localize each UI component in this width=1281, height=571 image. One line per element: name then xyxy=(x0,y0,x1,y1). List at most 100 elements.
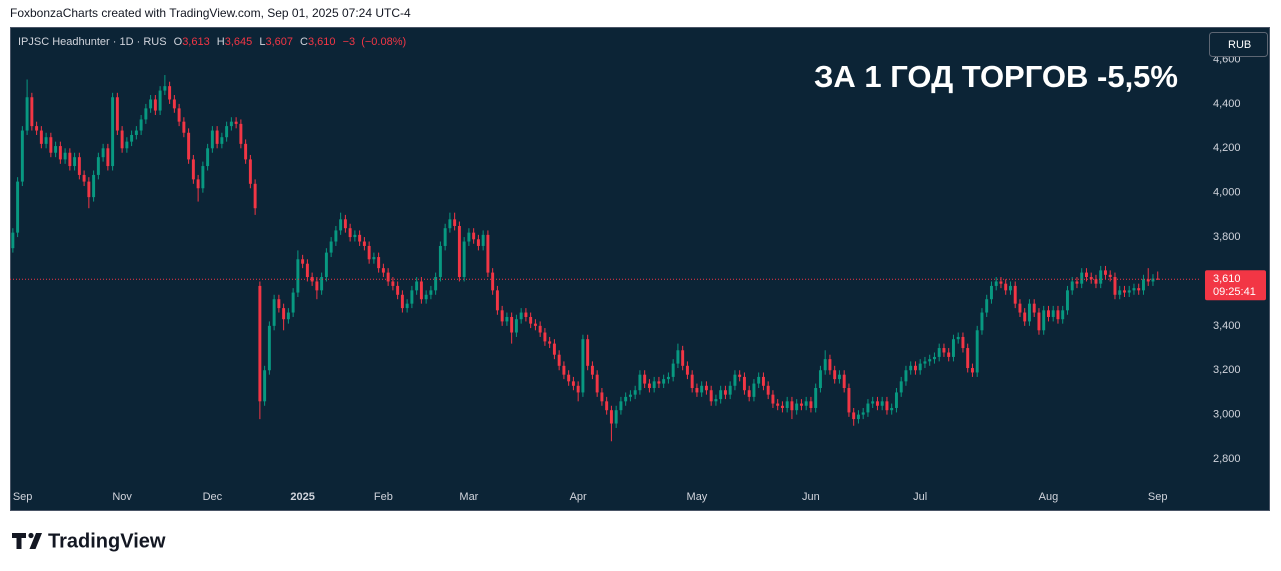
candle-body xyxy=(201,166,205,189)
candle-body xyxy=(1108,274,1112,278)
candles xyxy=(11,75,1160,442)
candle-body xyxy=(1013,285,1017,304)
candle-body xyxy=(776,403,780,406)
candle-body xyxy=(1080,272,1084,284)
candle-body xyxy=(780,405,784,408)
candle-body xyxy=(742,376,746,391)
candle-body xyxy=(766,385,770,395)
legend-value: 3,610 xyxy=(308,36,336,48)
candle-body xyxy=(1023,312,1027,322)
candle-body xyxy=(505,316,509,322)
candle-body xyxy=(415,281,419,291)
candle-body xyxy=(443,228,447,246)
candle-body xyxy=(524,312,528,317)
y-tick-label: 3,000 xyxy=(1213,409,1241,421)
candle-body xyxy=(1099,270,1103,284)
candle-body xyxy=(353,234,357,238)
candle-body xyxy=(1065,290,1069,311)
candle-body xyxy=(1151,278,1155,282)
candle-body xyxy=(818,370,822,389)
brand: TradingView xyxy=(48,530,166,552)
candle-body xyxy=(149,99,153,109)
candle-body xyxy=(1094,279,1098,284)
annotation: ЗА 1 ГОД ТОРГОВ -5,5% xyxy=(814,59,1178,94)
candle-body xyxy=(467,232,471,242)
candle-body xyxy=(11,232,15,249)
candle-body xyxy=(700,385,704,393)
candle-body xyxy=(552,343,556,355)
candle-body xyxy=(985,299,989,313)
candle-body xyxy=(809,401,813,408)
candle-body xyxy=(975,330,979,373)
candle-body xyxy=(923,361,927,364)
candle-body xyxy=(966,348,970,369)
candle-body xyxy=(315,281,319,291)
logo-dot xyxy=(28,532,34,539)
candle-body xyxy=(101,148,105,158)
y-tick-label: 3,400 xyxy=(1213,320,1241,332)
y-tick-label: 4,400 xyxy=(1213,98,1241,110)
candle-body xyxy=(320,277,324,291)
candle-body xyxy=(567,374,571,382)
candle-body xyxy=(58,146,62,160)
candle-body xyxy=(771,394,775,404)
x-tick-label: Aug xyxy=(1039,491,1059,503)
candle-body xyxy=(1113,277,1117,295)
candle-body xyxy=(1084,272,1088,278)
candle-body xyxy=(68,152,72,167)
candle-body xyxy=(434,277,438,291)
candle-body xyxy=(1004,283,1008,291)
candle-body xyxy=(16,181,20,233)
candle-body xyxy=(258,285,262,402)
candle-body xyxy=(30,97,34,127)
candle-body xyxy=(49,137,53,153)
candle-body xyxy=(600,392,604,402)
candle-body xyxy=(263,370,267,402)
candle-body xyxy=(581,339,585,393)
currency-button[interactable] xyxy=(1209,32,1268,57)
candle-body xyxy=(334,230,338,242)
candle-body xyxy=(1103,270,1107,275)
candle-body xyxy=(538,325,542,333)
legend-key: L xyxy=(259,36,265,48)
candle-body xyxy=(130,134,134,142)
candle-body xyxy=(576,385,580,393)
chart-frame xyxy=(10,27,1270,511)
candle-body xyxy=(282,308,286,320)
x-tick-label: May xyxy=(687,491,708,503)
candle-body xyxy=(438,245,442,278)
candle-body xyxy=(115,97,119,131)
candle-body xyxy=(562,365,566,375)
candle-body xyxy=(472,232,476,240)
candle-body xyxy=(847,388,851,413)
candle-body xyxy=(229,121,233,127)
candle-body xyxy=(918,363,922,371)
candle-body xyxy=(106,148,110,167)
candle-body xyxy=(785,401,789,408)
candle-body xyxy=(182,121,186,133)
candle-body xyxy=(728,385,732,395)
x-tick-label: Sep xyxy=(13,491,33,503)
x-tick-label: Jul xyxy=(913,491,927,503)
x-tick-label: Mar xyxy=(459,491,478,503)
candle-body xyxy=(833,370,837,380)
header-note: FoxbonzaCharts created with TradingView.… xyxy=(10,6,411,20)
candle-body xyxy=(244,143,248,160)
currency-label[interactable]: RUB xyxy=(1228,39,1251,51)
candle-body xyxy=(1132,288,1136,291)
legend-symbol: IPJSC Headhunter · 1D · RUS xyxy=(18,36,167,48)
candle-body xyxy=(890,407,894,411)
candle-body xyxy=(804,401,808,406)
candle-body xyxy=(196,179,200,189)
y-tick-label: 3,800 xyxy=(1213,231,1241,243)
candle-body xyxy=(733,374,737,386)
candle-body xyxy=(652,381,656,389)
candle-body xyxy=(35,126,39,131)
candle-body xyxy=(372,257,376,260)
candle-body xyxy=(144,108,148,120)
candle-body xyxy=(1018,303,1022,313)
candle-body xyxy=(286,312,290,320)
x-tick-label: Jun xyxy=(802,491,820,503)
candle-body xyxy=(647,383,651,389)
candle-body xyxy=(396,285,400,295)
